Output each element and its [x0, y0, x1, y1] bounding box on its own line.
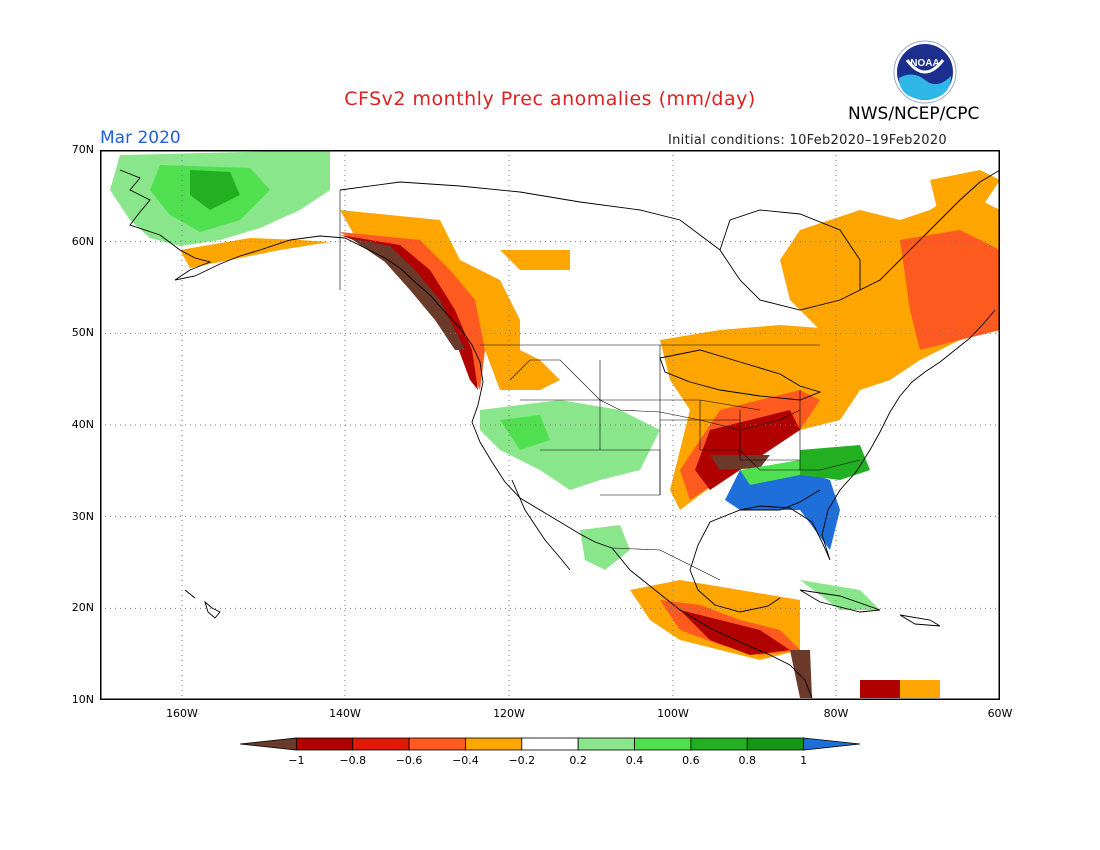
forecast-period: Mar 2020 [100, 128, 181, 148]
anomaly-region [350, 238, 465, 350]
colorbar-tick-label: −0.6 [395, 754, 423, 767]
anomaly-region [500, 250, 570, 270]
latitude-label: 20N [71, 601, 94, 615]
latitude-label: 10N [71, 693, 94, 706]
anomaly-region [710, 455, 770, 470]
colorbar-segment [295, 737, 354, 751]
map-panel [99, 149, 1001, 701]
colorbar-segment [577, 737, 635, 751]
initial-conditions: Initial conditions: 10Feb2020–19Feb2020 [668, 133, 947, 148]
anomaly-region [680, 610, 790, 655]
anomaly-region [800, 580, 880, 610]
colorbar-segment [803, 737, 860, 751]
colorbar-tick-label: −0.2 [508, 754, 536, 767]
state-borders [339, 190, 861, 581]
colorbar [240, 737, 860, 751]
colorbar-segment [465, 737, 523, 751]
anomaly-region [180, 238, 330, 268]
agency-label: NWS/NCEP/CPC [848, 104, 980, 124]
colorbar-tick-label: 0.8 [738, 754, 757, 767]
latitude-label: 50N [71, 326, 94, 340]
noaa-logo-text: NOAA [910, 58, 939, 69]
longitude-label: 120W [493, 707, 525, 720]
anomaly-region [580, 525, 630, 570]
longitude-label: 100W [657, 707, 689, 720]
anomaly-region [860, 680, 900, 698]
anomaly-region [740, 460, 800, 485]
anomaly-layer [110, 150, 1000, 698]
colorbar-tick-label: −0.4 [452, 754, 479, 767]
anomaly-region [695, 410, 800, 490]
anomaly-region [900, 230, 1000, 350]
coastlines [119, 169, 1001, 699]
colorbar-segment [634, 737, 692, 751]
colorbar-segment [408, 737, 466, 751]
anomaly-region [340, 232, 485, 390]
colorbar-tick-label: −0.8 [339, 754, 367, 767]
latitude-label: 70N [71, 143, 94, 156]
colorbar-segment [746, 737, 805, 751]
colorbar-segment [521, 737, 579, 751]
anomaly-region [725, 470, 840, 550]
grid-lines [100, 150, 1000, 700]
anomaly-region [800, 445, 870, 480]
colorbar-segment [240, 737, 297, 751]
map-frame [99, 149, 1001, 701]
latitude-label: 40N [71, 418, 94, 431]
anomaly-region [790, 650, 812, 698]
anomaly-map [99, 149, 1001, 701]
longitude-label: 60W [987, 707, 1013, 720]
anomaly-region [190, 170, 240, 210]
colorbar-segment [690, 737, 748, 751]
colorbar-tick-label: 0.6 [682, 754, 700, 767]
longitude-label: 80W [823, 707, 849, 720]
colorbar-segment [352, 737, 410, 751]
map-title: CFSv2 monthly Prec anomalies (mm/day) [344, 88, 756, 110]
anomaly-region [500, 415, 550, 450]
colorbar-tick-label: −1 [288, 754, 305, 767]
noaa-logo: NOAA [893, 40, 957, 104]
latitude-label: 60N [71, 234, 94, 248]
longitude-label: 160W [166, 707, 198, 720]
colorbar-tick-label: 0.2 [569, 754, 587, 767]
latitude-label: 30N [71, 509, 94, 523]
colorbar-tick-label: 0.4 [625, 754, 644, 767]
colorbar-tick-label: 1 [800, 754, 808, 767]
longitude-label: 140W [329, 707, 361, 720]
